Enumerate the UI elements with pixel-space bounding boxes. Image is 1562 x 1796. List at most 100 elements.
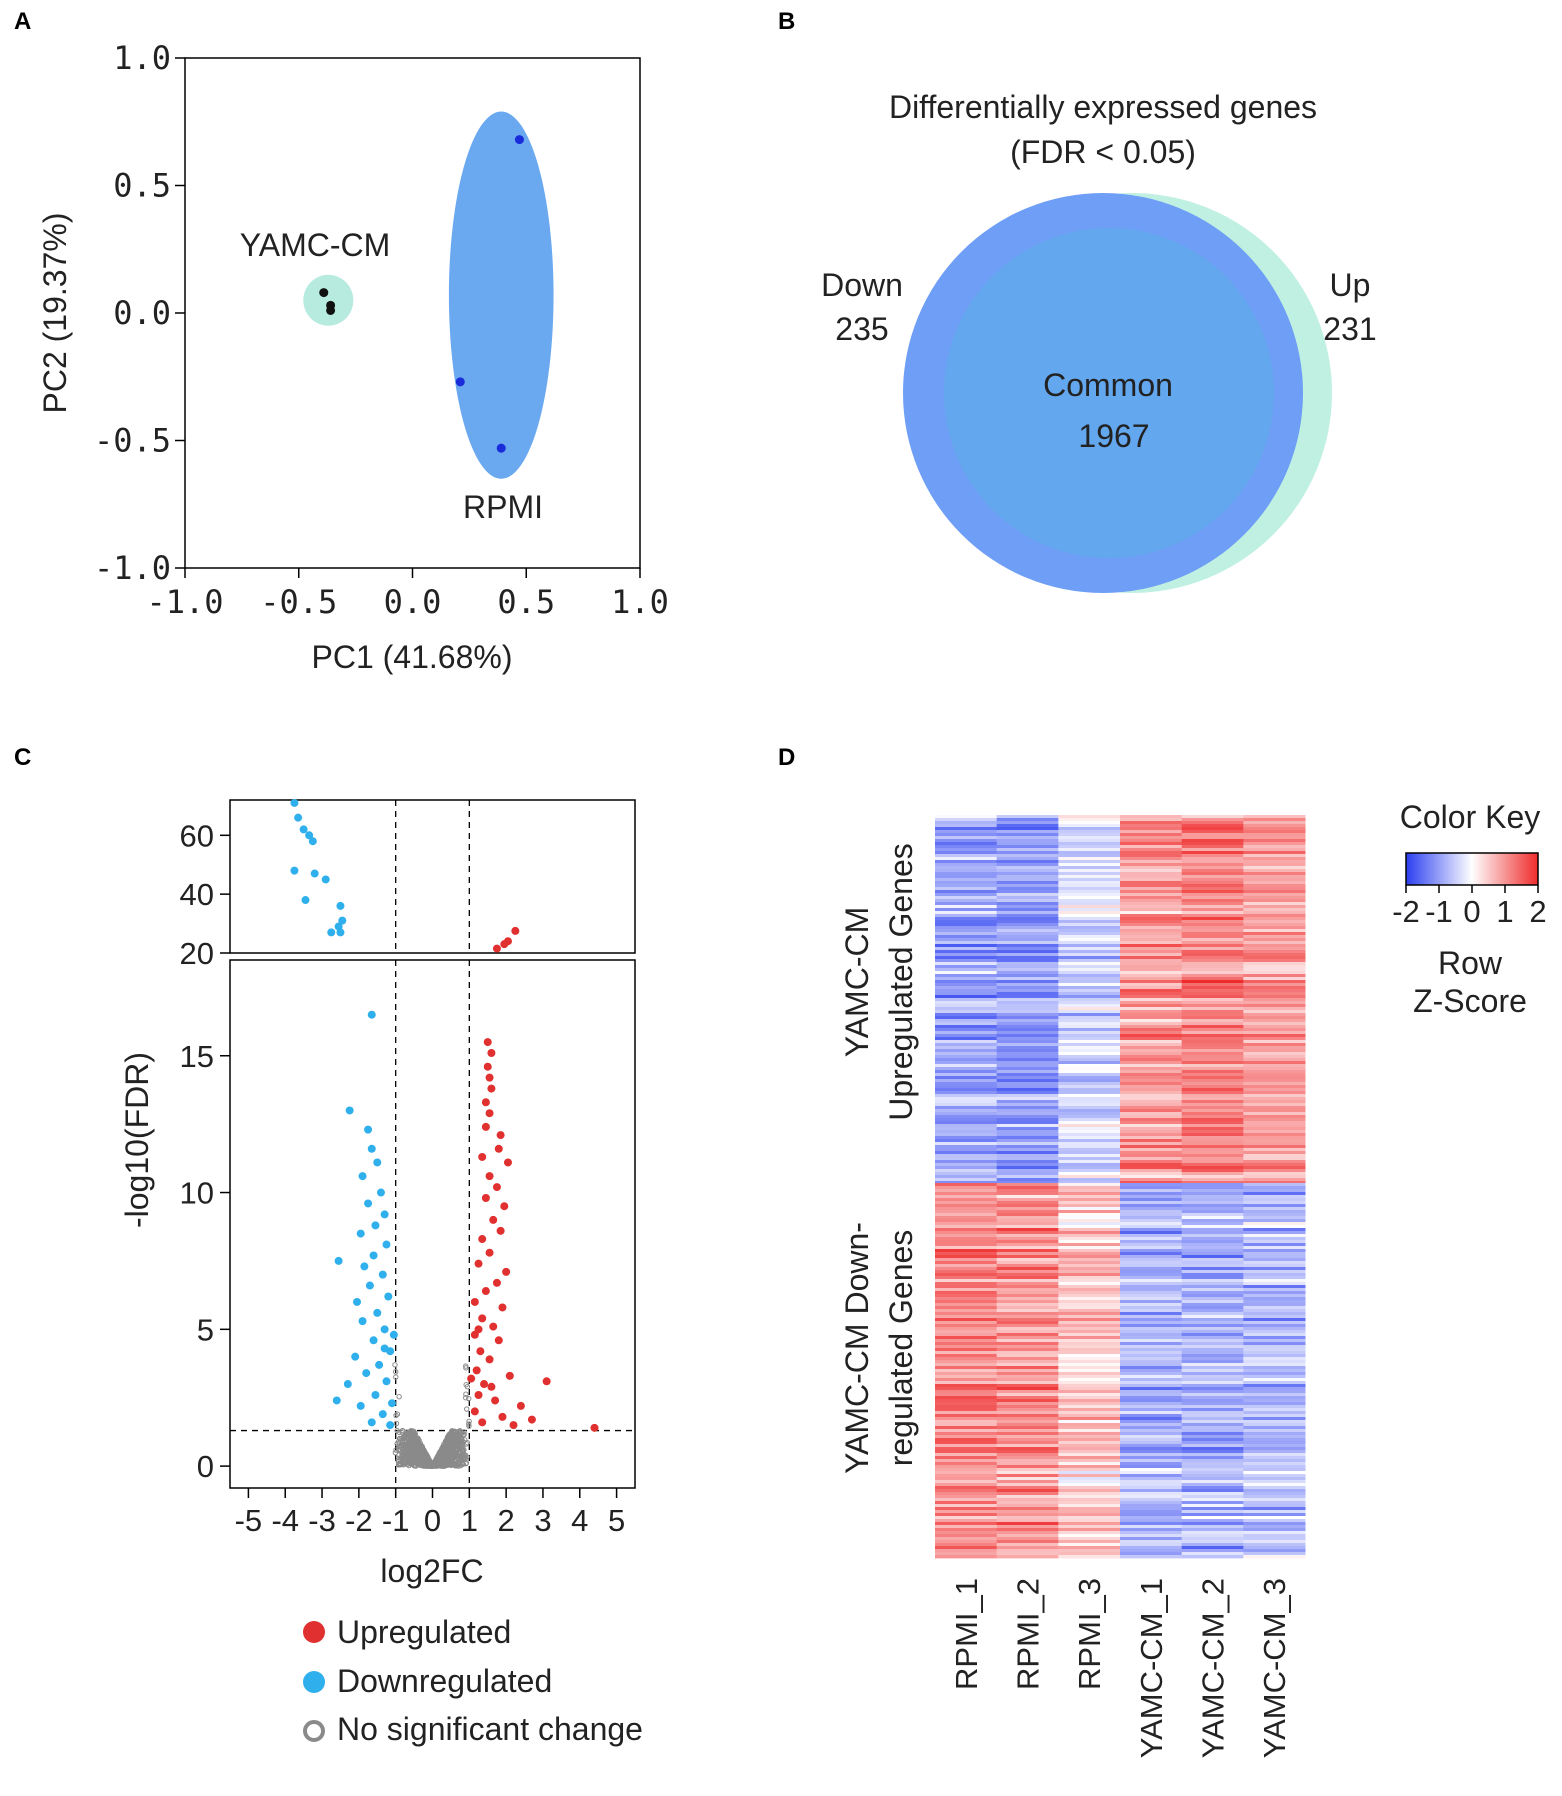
heatmap-cell — [1120, 1058, 1183, 1062]
heatmap-cell — [1120, 1252, 1183, 1256]
heatmap-cell — [1120, 1525, 1183, 1529]
heatmap-cell — [1058, 1025, 1121, 1029]
heatmap-cell — [1058, 1309, 1121, 1313]
heatmap-cell — [996, 1516, 1059, 1520]
venn-down-label: Down — [821, 267, 903, 303]
heatmap-cell — [1058, 1004, 1121, 1008]
heatmap-cell — [1058, 1546, 1121, 1550]
heatmap-cell — [1243, 1022, 1306, 1026]
heatmap-cell — [1243, 938, 1306, 942]
volcano-point-ns — [463, 1365, 469, 1371]
heatmap-cell — [1058, 908, 1121, 912]
heatmap-cell — [1243, 1390, 1306, 1394]
heatmap-cell — [935, 965, 998, 969]
heatmap-cell — [996, 869, 1059, 873]
volcano-point-up — [485, 1073, 494, 1082]
heatmap-cell — [1120, 1261, 1183, 1265]
heatmap-cell — [1181, 1157, 1244, 1161]
heatmap-cell — [935, 1390, 998, 1394]
heatmap-cell — [935, 1447, 998, 1451]
heatmap-cell — [935, 1318, 998, 1322]
heatmap-cell — [1243, 1279, 1306, 1283]
volcano-point-down — [332, 1396, 341, 1405]
heatmap-cell — [1243, 1384, 1306, 1388]
heatmap-cell — [1058, 1390, 1121, 1394]
heatmap-cell — [996, 1381, 1059, 1385]
heatmap-cell — [1181, 920, 1244, 924]
heatmap-cell — [1243, 1342, 1306, 1346]
heatmap-cell — [1181, 1106, 1244, 1110]
heatmap-group-down-line2: regulated Genes — [883, 1230, 919, 1467]
heatmap-cell — [1120, 1519, 1183, 1523]
heatmap-cell — [1120, 962, 1183, 966]
heatmap-cell — [1120, 1100, 1183, 1104]
heatmap-cell — [1181, 917, 1244, 921]
heatmap-cell — [996, 1288, 1059, 1292]
heatmap-cell — [1058, 1495, 1121, 1499]
heatmap-cell — [935, 1327, 998, 1331]
heatmap-cell — [1181, 887, 1244, 891]
heatmap-cell — [935, 872, 998, 876]
heatmap-cell — [1120, 1417, 1183, 1421]
heatmap-cell — [1181, 1103, 1244, 1107]
volcano-point-ns — [432, 1459, 438, 1465]
heatmap-cell — [935, 1070, 998, 1074]
heatmap-cell — [1243, 1423, 1306, 1427]
heatmap-cell — [1243, 1480, 1306, 1484]
heatmap-cell — [1120, 899, 1183, 903]
heatmap-cell — [935, 893, 998, 897]
heatmap-cell — [935, 1483, 998, 1487]
heatmap-cell — [1120, 1019, 1183, 1023]
volcano-point-ns — [423, 1455, 429, 1461]
heatmap-cell — [1243, 1112, 1306, 1116]
heatmap-cell — [1243, 869, 1306, 873]
heatmap-cell — [1058, 1022, 1121, 1026]
heatmap-cell — [1181, 1477, 1244, 1481]
heatmap-cell — [935, 1405, 998, 1409]
heatmap-cell — [1243, 1471, 1306, 1475]
heatmap-cell — [1181, 833, 1244, 837]
heatmap-cell — [1181, 1516, 1244, 1520]
heatmap-cell — [1181, 1270, 1244, 1274]
heatmap-cell — [935, 953, 998, 957]
heatmap-cell — [935, 1369, 998, 1373]
venn-up-label: Up — [1330, 267, 1371, 303]
heatmap-cell — [935, 1486, 998, 1490]
heatmap-cell — [1120, 1007, 1183, 1011]
heatmap-cell — [996, 1028, 1059, 1032]
heatmap-cell — [996, 1327, 1059, 1331]
heatmap-cell — [1058, 929, 1121, 933]
heatmap-cell — [1120, 1091, 1183, 1095]
volcano-point-ns — [413, 1443, 419, 1450]
heatmap-cell — [1181, 944, 1244, 948]
heatmap-cell — [1058, 1459, 1121, 1463]
heatmap-cell — [1181, 1414, 1244, 1418]
heatmap-cell — [1243, 1136, 1306, 1140]
heatmap-cell — [935, 836, 998, 840]
heatmap-cell — [1181, 935, 1244, 939]
heatmap-cell — [1181, 1237, 1244, 1241]
heatmap-cell — [1181, 1480, 1244, 1484]
heatmap-cell — [1243, 1061, 1306, 1065]
heatmap-cell — [1120, 1354, 1183, 1358]
heatmap-cell — [1243, 902, 1306, 906]
heatmap-cell — [1243, 839, 1306, 843]
heatmap-cell — [1120, 854, 1183, 858]
heatmap-cell — [1058, 1133, 1121, 1137]
heatmap-cell — [1120, 1297, 1183, 1301]
heatmap-cell — [935, 1097, 998, 1101]
heatmap-cell — [996, 1243, 1059, 1247]
heatmap-cell — [1120, 1282, 1183, 1286]
heatmap-cell — [1058, 1231, 1121, 1235]
heatmap-cell — [935, 1076, 998, 1080]
venn-up-count: 231 — [1323, 311, 1376, 347]
heatmap-cell — [1181, 1456, 1244, 1460]
heatmap-cell — [1120, 1477, 1183, 1481]
heatmap-cell — [1243, 923, 1306, 927]
heatmap-cell — [1058, 1342, 1121, 1346]
heatmap-cell — [1120, 1237, 1183, 1241]
heatmap-cell — [1120, 1552, 1183, 1556]
heatmap-cell — [1120, 1333, 1183, 1337]
heatmap-cell — [1243, 1555, 1306, 1559]
venn-common-count: 1967 — [1078, 418, 1149, 454]
